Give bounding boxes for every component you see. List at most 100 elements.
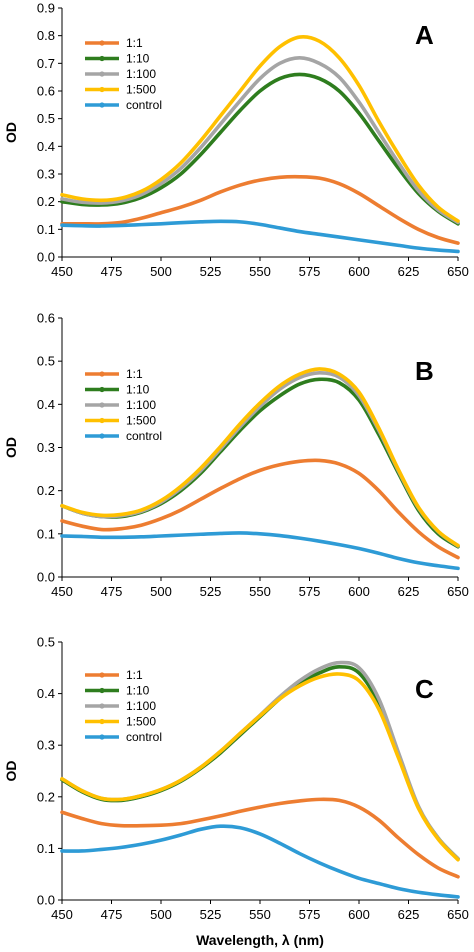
series-line [60, 72, 460, 226]
x-tick-label: 525 [200, 264, 222, 279]
legend-marker [99, 687, 105, 694]
y-tick-label: 0.2 [37, 194, 55, 209]
y-tick-label: 0.4 [37, 139, 55, 154]
x-tick-label: 550 [249, 907, 271, 922]
y-tick-label: 0.7 [37, 56, 55, 71]
legend-marker [99, 672, 105, 678]
x-tick-label: 625 [398, 584, 420, 599]
legend-label: 1:100 [126, 699, 156, 713]
chart-panel-a: 0.0 0.1 0.2 0.3 0.4 0.5 0.6 0.7 0.8 0.9 450 475 500 5… [3, 1, 469, 280]
y-tick-label: 0.2 [37, 789, 55, 804]
series-line [60, 458, 460, 560]
legend-label: 1:500 [126, 414, 156, 428]
y-axis-title: OD [3, 761, 19, 782]
legend-label: 1:10 [126, 52, 150, 66]
legend-marker [99, 55, 105, 62]
legend-marker [99, 371, 105, 377]
x-tick-label: 450 [51, 264, 73, 279]
series-line [60, 219, 460, 254]
y-tick-label: 0.4 [37, 686, 55, 701]
y-tick-label: 0.5 [37, 354, 55, 369]
panel-label-b: B [415, 356, 434, 386]
y-axis-title: OD [3, 437, 19, 458]
y-tick-label: 0.3 [37, 738, 55, 753]
y-tick-label: 0.6 [37, 311, 55, 326]
y-tick-label: 0.5 [37, 635, 55, 650]
x-tick-label: 625 [398, 907, 420, 922]
legend-marker [99, 734, 105, 740]
legend-label: 1:100 [126, 67, 156, 81]
legend-label: 1:1 [126, 36, 143, 50]
series-line [60, 672, 460, 862]
y-tick-label: 0.3 [37, 440, 55, 455]
y-tick-label: 0.5 [37, 111, 55, 126]
series-line [60, 35, 460, 223]
legend-label: 1:100 [126, 398, 156, 412]
x-tick-label: 575 [299, 907, 321, 922]
x-tick-label: 550 [249, 264, 271, 279]
legend-marker [99, 703, 105, 709]
y-tick-label: 0.9 [37, 1, 55, 16]
x-tick-label: 600 [348, 264, 370, 279]
legend-marker [99, 386, 105, 393]
x-tick-label: 575 [299, 264, 321, 279]
x-tick-label: 475 [101, 907, 123, 922]
legend-label: control [126, 730, 162, 744]
legend-label: control [126, 98, 162, 112]
x-tick-label: 500 [150, 584, 172, 599]
series-line [60, 824, 460, 899]
x-tick-label: 450 [51, 584, 73, 599]
y-tick-label: 0.0 [37, 893, 55, 908]
panel-label-c: C [415, 674, 434, 704]
chart-panel-c: 0.0 0.1 0.2 0.3 0.4 0.5 450 475 500 525 550 575 600 6… [3, 635, 469, 949]
legend-marker [99, 40, 105, 46]
x-tick-label: 500 [150, 264, 172, 279]
series-line [60, 371, 460, 548]
x-tick-label: 525 [200, 907, 222, 922]
legend-label: 1:1 [126, 668, 143, 682]
chart-panel-b: 0.0 0.1 0.2 0.3 0.4 0.5 0.6 450 475 500 525 550 575 6… [3, 311, 469, 600]
legend-label: control [126, 429, 162, 443]
y-tick-label: 0.0 [37, 570, 55, 585]
x-tick-label: 550 [249, 584, 271, 599]
legend-marker [99, 718, 105, 725]
x-tick-label: 625 [398, 264, 420, 279]
legend-marker [99, 86, 105, 93]
y-tick-label: 0.6 [37, 84, 55, 99]
x-tick-label: 650 [447, 264, 469, 279]
y-tick-label: 0.8 [37, 28, 55, 43]
legend-marker [99, 71, 105, 77]
x-tick-label: 500 [150, 907, 172, 922]
series-line [60, 174, 460, 245]
series-line [60, 367, 460, 548]
x-tick-label: 475 [101, 264, 123, 279]
y-axis-title: OD [3, 122, 19, 143]
legend-label: 1:10 [126, 383, 150, 397]
y-tick-label: 0.1 [37, 841, 55, 856]
legend-marker [99, 402, 105, 408]
x-tick-label: 650 [447, 907, 469, 922]
legend-marker [99, 417, 105, 424]
x-tick-label: 600 [348, 907, 370, 922]
y-tick-label: 0.0 [37, 250, 55, 265]
y-tick-label: 0.3 [37, 167, 55, 182]
x-tick-label: 525 [200, 584, 222, 599]
legend-marker [99, 433, 105, 439]
series-line [60, 56, 460, 225]
series-line [60, 797, 460, 879]
y-tick-label: 0.4 [37, 397, 55, 412]
y-tick-label: 0.1 [37, 222, 55, 237]
legend-label: 1:10 [126, 684, 150, 698]
y-tick-label: 0.2 [37, 483, 55, 498]
legend-marker [99, 102, 105, 108]
panel-label-a: A [415, 20, 434, 50]
legend-label: 1:1 [126, 367, 143, 381]
y-tick-label: 0.1 [37, 526, 55, 541]
series-line [60, 531, 460, 571]
x-tick-label: 450 [51, 907, 73, 922]
x-tick-label: 650 [447, 584, 469, 599]
x-tick-label: 575 [299, 584, 321, 599]
x-axis-title: Wavelength, λ (nm) [196, 932, 324, 948]
x-tick-label: 475 [101, 584, 123, 599]
